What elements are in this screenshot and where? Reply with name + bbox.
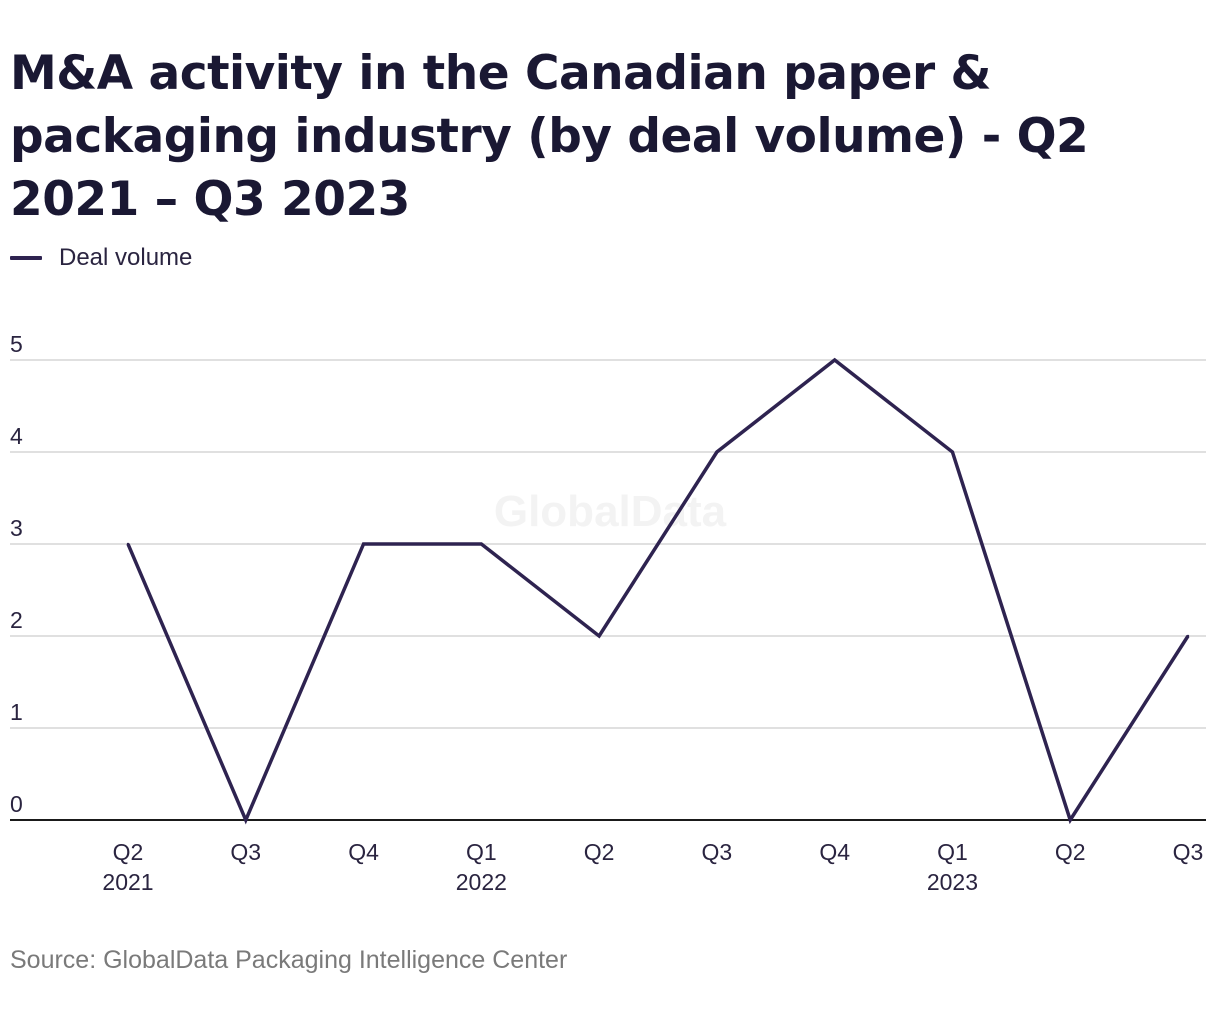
data-point xyxy=(597,634,601,638)
series-line-deal-volume xyxy=(126,357,1190,825)
y-tick-label: 1 xyxy=(10,699,23,725)
x-tick-label: Q4 xyxy=(819,839,850,865)
legend-line-swatch xyxy=(10,256,42,260)
data-point xyxy=(1069,818,1072,822)
x-tick-year-label: 2023 xyxy=(927,869,978,895)
data-point xyxy=(480,542,483,546)
y-tick-label: 2 xyxy=(10,607,23,633)
x-tick-label: Q3 xyxy=(702,839,733,865)
legend: Deal volume xyxy=(10,243,192,273)
x-tick-year-label: 2021 xyxy=(102,869,153,895)
data-point xyxy=(362,542,365,546)
x-tick-label: Q2 xyxy=(584,839,615,865)
data-point xyxy=(833,358,836,362)
chart-title: M&A activity in the Canadian paper & pac… xyxy=(10,46,1089,227)
legend-label: Deal volume xyxy=(59,244,193,271)
data-point xyxy=(951,450,954,454)
data-point xyxy=(715,450,719,454)
y-tick-label: 3 xyxy=(10,515,23,541)
data-point xyxy=(126,542,130,546)
data-point xyxy=(1186,634,1190,638)
source-note: Source: GlobalData Packaging Intelligenc… xyxy=(10,946,568,974)
x-tick-label: Q1 xyxy=(466,839,497,865)
x-tick-label: Q2 xyxy=(113,839,144,865)
x-tick-label: Q3 xyxy=(1173,839,1204,865)
y-tick-label: 0 xyxy=(10,791,23,817)
y-tick-label: 4 xyxy=(10,423,23,449)
x-tick-label: Q2 xyxy=(1055,839,1086,865)
x-tick-label: Q4 xyxy=(348,839,379,865)
y-tick-label: 5 xyxy=(10,331,23,357)
data-point xyxy=(244,818,247,822)
x-tick-label: Q3 xyxy=(230,839,261,865)
x-tick-label: Q1 xyxy=(937,839,968,865)
x-tick-year-label: 2022 xyxy=(456,869,507,895)
